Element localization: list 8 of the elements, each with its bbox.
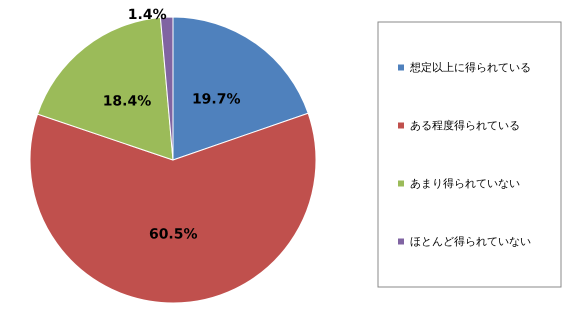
- data-label: 1.4%: [128, 7, 167, 24]
- data-label: 19.7%: [192, 91, 241, 108]
- legend-label: あまり得られていない: [410, 177, 520, 190]
- data-label: 18.4%: [102, 93, 152, 110]
- legend-label: ほとんど得られていない: [410, 235, 531, 248]
- legend-label: ある程度得られている: [410, 119, 520, 132]
- legend-label: 想定以上に得られている: [409, 61, 531, 74]
- data-label: 60.5%: [148, 226, 198, 242]
